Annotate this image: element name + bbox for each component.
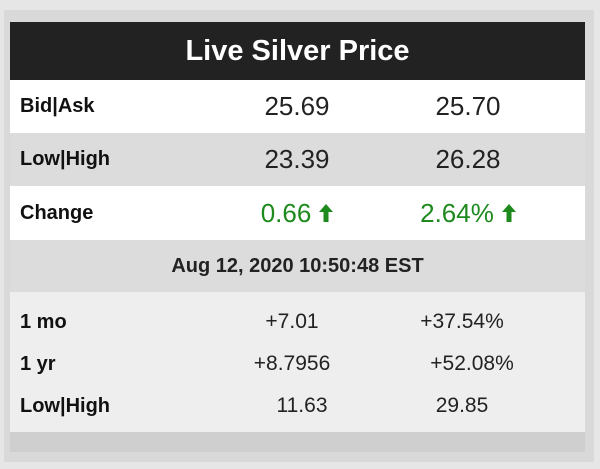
row-value: +52.08% [430, 352, 514, 375]
row-value: 25.70 [435, 91, 501, 121]
up-arrow [319, 204, 334, 222]
row-value: 26.28 [435, 144, 501, 174]
row-value: 0.66 [260, 197, 312, 228]
row-label: 1 mo [20, 310, 67, 333]
price-widget: Live Silver Price Bid|Ask 25.69 25.70 Lo… [10, 22, 585, 452]
up-arrow [501, 204, 516, 222]
row-label: 1 yr [20, 352, 56, 375]
history-row: Low|High 11.63 29.85 [10, 386, 585, 426]
row-value: +8.7956 [253, 352, 331, 375]
history-row: 1 yr +8.7956 +52.08% [10, 344, 585, 384]
row-value: 11.63 [276, 394, 328, 417]
timestamp: Aug 12, 2020 10:50:48 EST [10, 240, 585, 292]
price-row: Change 0.66 2.64% [10, 186, 585, 240]
history-row: 1 mo +7.01 +37.54% [10, 302, 585, 342]
widget-title: Live Silver Price [10, 22, 585, 80]
row-label: Change [20, 201, 94, 224]
price-row: Bid|Ask 25.69 25.70 [10, 80, 585, 133]
row-value: +7.01 [265, 310, 319, 333]
footer-bar [10, 432, 585, 452]
price-row: Low|High 23.39 26.28 [10, 133, 585, 186]
row-value: 2.64% [420, 197, 494, 228]
row-value: +37.54% [420, 310, 504, 333]
change-cell: 2.64% [388, 186, 548, 240]
row-value: 25.69 [264, 91, 330, 121]
row-value: 23.39 [264, 144, 330, 174]
change-cell: 0.66 [217, 186, 377, 240]
row-label: Bid|Ask [20, 95, 95, 117]
row-label: Low|High [20, 148, 111, 170]
row-value: 29.85 [435, 394, 489, 417]
row-label: Low|High [20, 394, 111, 417]
